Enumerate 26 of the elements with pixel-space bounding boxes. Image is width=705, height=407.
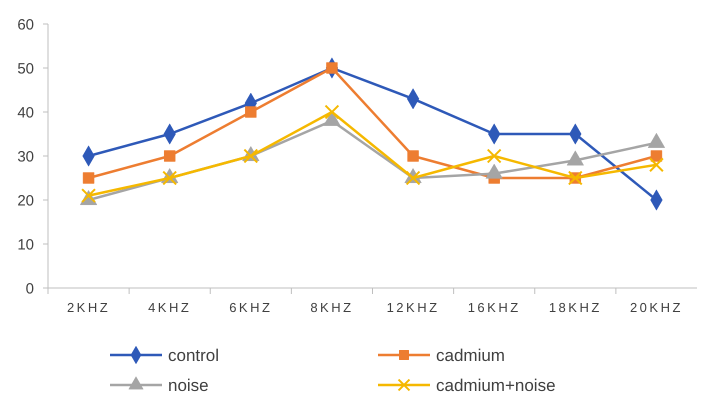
y-tick-label: 20 xyxy=(17,192,34,210)
point xyxy=(648,157,664,172)
point xyxy=(407,150,419,162)
x-tick-label: 2KHZ xyxy=(66,300,110,315)
legend-label: cadmium xyxy=(436,346,505,365)
x-tick-label: 8KHZ xyxy=(310,300,354,315)
legend-label: control xyxy=(168,346,220,365)
x-tick-label: 18KHZ xyxy=(548,300,602,315)
y-tick-label: 60 xyxy=(17,16,34,34)
legend-label: cadmium+noise xyxy=(436,376,556,395)
y-tick-label: 40 xyxy=(17,104,34,122)
y-tick-label: 0 xyxy=(26,280,34,298)
point xyxy=(324,104,340,120)
y-tick-label: 50 xyxy=(17,60,34,78)
point xyxy=(245,106,257,118)
y-tick-label: 30 xyxy=(17,148,34,166)
point xyxy=(82,172,94,184)
x-tick-label: 6KHZ xyxy=(229,300,272,315)
x-tick-label: 20KHZ xyxy=(630,300,683,315)
legend-label: noise xyxy=(168,376,209,395)
x-tick-label: 4KHZ xyxy=(148,300,192,315)
x-tick-label: 12KHZ xyxy=(386,300,440,315)
point xyxy=(164,150,176,162)
point xyxy=(486,148,502,164)
y-tick-label: 10 xyxy=(17,236,34,254)
x-tick-label: 16KHZ xyxy=(468,300,521,315)
